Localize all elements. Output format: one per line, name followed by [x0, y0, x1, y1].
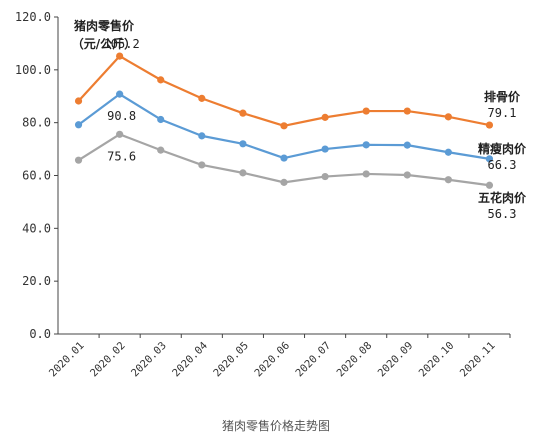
data-point: [362, 170, 370, 178]
data-point: [280, 178, 288, 186]
y-tick-label: 100.0: [15, 63, 51, 77]
y-tick-label: 40.0: [22, 221, 51, 235]
data-point: [239, 109, 247, 117]
data-point: [362, 107, 370, 115]
chart-title: 猪肉零售价: [73, 18, 135, 33]
y-tick-label: 20.0: [22, 274, 51, 288]
peak-value-label: 90.8: [107, 109, 136, 123]
x-tick-label: 2020.06: [252, 340, 292, 380]
chart-caption: 猪肉零售价格走势图: [222, 418, 330, 433]
y-tick-label: 0.0: [29, 327, 51, 341]
data-point: [157, 146, 165, 154]
data-point: [116, 130, 124, 138]
series-layer: [74, 52, 494, 189]
data-point: [116, 90, 124, 98]
x-tick-label: 2020.11: [458, 340, 498, 380]
y-tick-label: 60.0: [22, 169, 51, 183]
data-point: [444, 113, 452, 121]
data-point: [403, 141, 411, 149]
end-value-label: 56.3: [488, 207, 517, 221]
labels-layer: 105.2 90.8 75.6 排骨价 79.1 精瘦肉价 66.3 五花肉价 56.3: [104, 37, 527, 221]
data-point: [239, 140, 247, 148]
x-tick-label: 2020.04: [170, 340, 210, 380]
x-tick-label: 2020.10: [417, 340, 457, 380]
series-name-label: 五花肉价: [478, 190, 527, 205]
series-name-label: 精瘦肉价: [478, 141, 527, 156]
data-point: [74, 121, 83, 129]
data-point: [157, 76, 165, 84]
data-point: [116, 52, 124, 60]
unit-label: （元/公斤）: [72, 36, 136, 51]
data-point: [362, 141, 370, 149]
data-point: [321, 113, 329, 121]
peak-value-label: 75.6: [107, 149, 136, 163]
x-tick-label: 2020.07: [293, 340, 333, 380]
series-line-1: [77, 54, 490, 127]
y-tick-label: 80.0: [22, 116, 51, 130]
data-point: [198, 161, 206, 169]
data-point: [74, 156, 83, 164]
data-point: [444, 148, 452, 156]
x-tick-label: 2020.09: [376, 340, 416, 380]
x-tick-label: 2020.05: [211, 340, 251, 380]
data-point: [321, 172, 329, 181]
data-point: [485, 155, 494, 163]
x-tick-label: 2020.03: [129, 340, 169, 380]
data-point: [239, 169, 247, 177]
data-point: [485, 181, 494, 189]
series-name-label: 排骨价: [484, 89, 521, 104]
data-point: [321, 145, 329, 153]
data-point: [403, 171, 411, 179]
x-tick-label: 2020.01: [47, 340, 87, 380]
x-tick-label: 2020.08: [335, 340, 375, 380]
data-point: [157, 115, 165, 124]
end-value-label: 66.3: [488, 158, 517, 172]
peak-value-label: 105.2: [104, 37, 140, 51]
x-tick-label: 2020.02: [88, 340, 128, 380]
data-point: [403, 107, 411, 115]
data-point: [198, 94, 206, 102]
data-point: [74, 97, 83, 105]
data-point: [280, 122, 288, 130]
data-point: [198, 132, 206, 140]
data-point: [485, 121, 494, 129]
end-value-label: 79.1: [488, 106, 517, 120]
data-point: [444, 176, 452, 184]
data-point: [280, 154, 288, 162]
y-tick-label: 120.0: [15, 10, 51, 24]
